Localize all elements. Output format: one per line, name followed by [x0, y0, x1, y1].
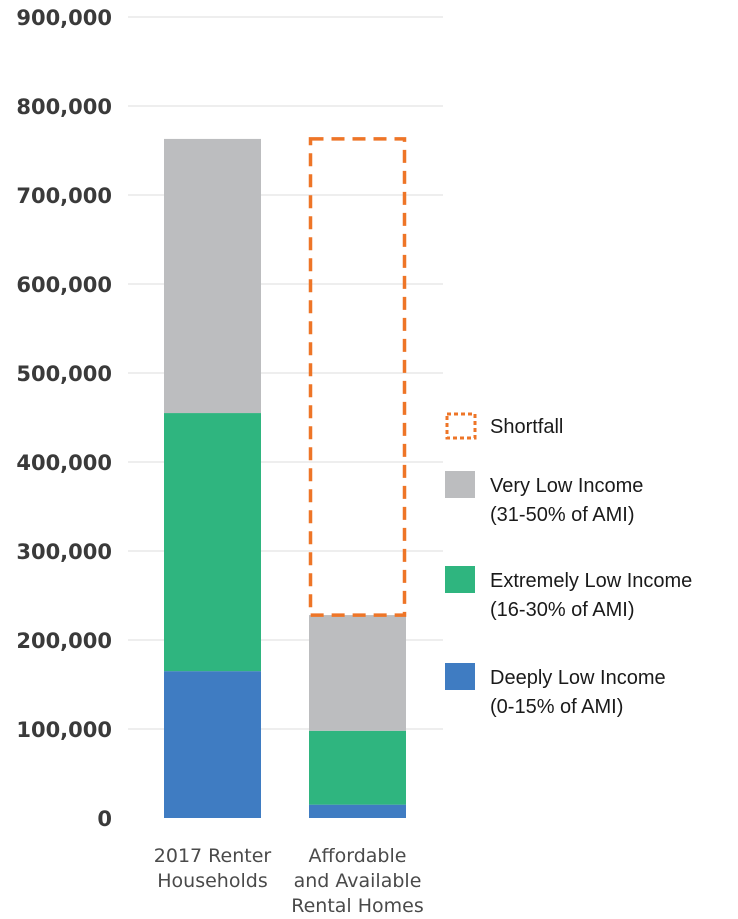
y-tick-label: 0	[97, 807, 112, 831]
legend-swatch-deeply-low	[445, 663, 475, 690]
category-label-line: and Available	[294, 870, 422, 892]
x-axis-category-labels: 2017 Renter Households Affordable and Avail…	[154, 845, 424, 917]
shortfall-outline	[308, 137, 407, 617]
legend-swatch-extremely-low	[445, 566, 475, 593]
legend-label: (0-15% of AMI)	[490, 696, 623, 718]
y-tick-label: 500,000	[16, 362, 112, 386]
category-label: Affordable and Available Rental Homes	[291, 845, 424, 917]
bar-segment-very-low-income	[309, 615, 406, 731]
category-label-line: Households	[157, 870, 267, 892]
bar-segment-deeply-low-income	[164, 671, 261, 818]
legend-swatch-shortfall	[445, 412, 477, 440]
y-tick-label: 800,000	[16, 95, 112, 119]
legend-label: Deeply Low Income	[490, 667, 666, 689]
y-tick-label: 300,000	[16, 540, 112, 564]
bar-segment-extremely-low-income	[164, 413, 261, 672]
y-tick-label: 600,000	[16, 273, 112, 297]
category-label: 2017 Renter Households	[154, 845, 272, 892]
legend-label: Extremely Low Income	[490, 570, 692, 592]
y-tick-label: 200,000	[16, 629, 112, 653]
legend-label: (31-50% of AMI)	[490, 504, 635, 526]
legend: Shortfall Very Low Income (31-50% of AMI) E…	[445, 412, 692, 718]
y-tick-label: 400,000	[16, 451, 112, 475]
y-tick-label: 100,000	[16, 718, 112, 742]
bars	[164, 137, 407, 818]
y-tick-label: 700,000	[16, 184, 112, 208]
legend-label: (16-30% of AMI)	[490, 599, 635, 621]
bar-segment-very-low-income	[164, 138, 261, 414]
bar-segment-extremely-low-income	[309, 730, 406, 805]
legend-swatch-very-low	[445, 471, 475, 498]
y-tick-label: 900,000	[16, 6, 112, 30]
legend-label: Shortfall	[490, 416, 563, 438]
legend-label: Very Low Income	[490, 475, 643, 497]
category-label-line: 2017 Renter	[154, 845, 272, 867]
category-label-line: Affordable	[309, 845, 407, 867]
y-axis-tick-labels: 0 100,000 200,000 300,000 400,000 500,000 600,…	[16, 6, 112, 831]
bar-segment-deeply-low-income	[309, 804, 406, 818]
category-label-line: Rental Homes	[291, 895, 424, 917]
